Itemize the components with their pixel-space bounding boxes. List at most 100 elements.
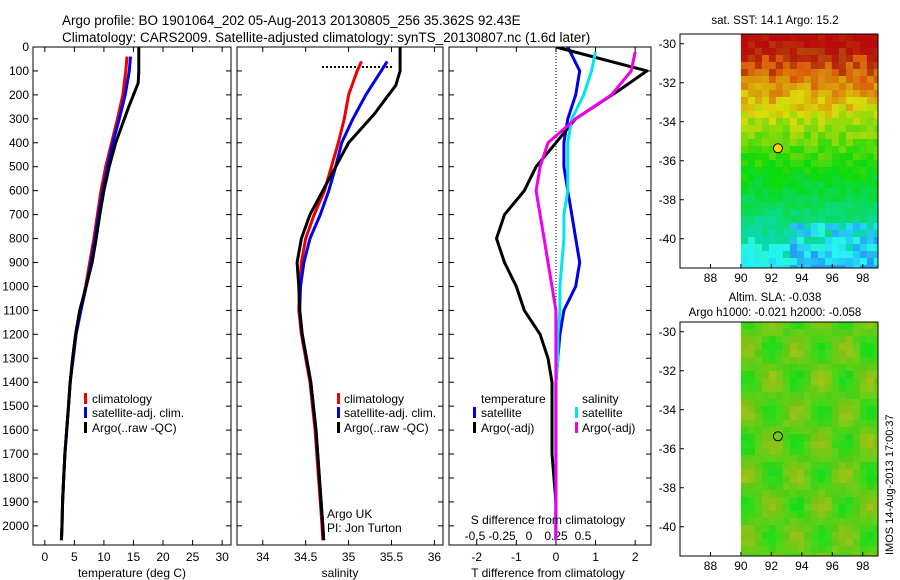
heatmap-cell — [810, 504, 819, 512]
heatmap-cell — [817, 378, 826, 386]
heatmap-cell — [775, 258, 784, 266]
heatmap-cell — [747, 532, 756, 540]
legend-swatch-temp-satellite — [473, 407, 476, 418]
heatmap-cell — [782, 167, 791, 175]
heatmap-cell — [761, 329, 770, 337]
heatmap-cell — [817, 265, 826, 269]
heatmap-cell — [824, 483, 833, 491]
heatmap-cell — [782, 48, 791, 56]
heatmap-cell — [859, 364, 868, 372]
heatmap-cell — [817, 427, 826, 435]
sla-map-axes: 88 90 92 94 96 98 -30 -32 -34 -36 -38 -40 — [659, 325, 870, 573]
heatmap-cell — [838, 455, 847, 463]
x-tick-label: 98 — [856, 271, 870, 285]
heatmap-cell — [768, 329, 777, 337]
heatmap-cell — [761, 181, 770, 189]
heatmap-cell — [740, 336, 749, 344]
heatmap-cell — [754, 69, 763, 77]
heatmap-cell — [831, 223, 840, 231]
heatmap-cell — [761, 476, 770, 484]
heatmap-cell — [866, 490, 875, 498]
heatmap-cell — [775, 209, 784, 217]
y-tick-label: -30 — [659, 325, 677, 339]
heatmap-cell — [747, 336, 756, 344]
heatmap-cell — [747, 41, 756, 49]
heatmap-cell — [789, 329, 798, 337]
heatmap-cell — [824, 104, 833, 112]
heatmap-cell — [768, 202, 777, 210]
heatmap-cell — [873, 420, 879, 428]
heatmap-cell — [789, 385, 798, 393]
heatmap-cell — [824, 539, 833, 547]
heatmap-cell — [761, 385, 770, 393]
heatmap-cell — [761, 336, 770, 344]
heatmap-cell — [838, 69, 847, 77]
y-tick-label: 1200 — [2, 327, 29, 341]
heatmap-cell — [775, 34, 784, 42]
heatmap-cell — [824, 525, 833, 533]
heatmap-cell — [866, 132, 875, 140]
heatmap-cell — [810, 511, 819, 519]
y-tick-label: 300 — [9, 112, 29, 126]
heatmap-cell — [740, 83, 749, 91]
heatmap-cell — [852, 62, 861, 70]
y-tick-label: -34 — [659, 115, 677, 129]
heatmap-cell — [824, 357, 833, 365]
heatmap-cell — [754, 518, 763, 526]
heatmap-cell — [789, 62, 798, 70]
heatmap-cell — [761, 111, 770, 119]
x-tick-label: 90 — [734, 559, 748, 573]
heatmap-cell — [810, 378, 819, 386]
heatmap-cell — [852, 90, 861, 98]
heatmap-cell — [831, 132, 840, 140]
heatmap-cell — [824, 48, 833, 56]
heatmap-cell — [852, 167, 861, 175]
heatmap-cell — [838, 343, 847, 351]
heatmap-cell — [768, 195, 777, 203]
heatmap-cell — [796, 209, 805, 217]
heatmap-cell — [845, 546, 854, 554]
heatmap-cell — [838, 209, 847, 217]
heatmap-cell — [761, 392, 770, 400]
heatmap-cell — [740, 97, 749, 105]
heatmap-cell — [782, 188, 791, 196]
heatmap-cell — [831, 83, 840, 91]
heatmap-cell — [866, 195, 875, 203]
heatmap-cell — [845, 62, 854, 70]
heatmap-cell — [761, 399, 770, 407]
heatmap-cell — [782, 427, 791, 435]
heatmap-cell — [768, 322, 777, 330]
heatmap-cell — [838, 97, 847, 105]
heatmap-cell — [838, 244, 847, 252]
heatmap-cell — [740, 483, 749, 491]
heatmap-cell — [789, 48, 798, 56]
heatmap-cell — [740, 329, 749, 337]
heatmap-cell — [859, 125, 868, 133]
heatmap-cell — [796, 230, 805, 238]
heatmap-cell — [852, 448, 861, 456]
heatmap-cell — [761, 265, 770, 269]
heatmap-cell — [803, 188, 812, 196]
heatmap-cell — [810, 104, 819, 112]
heatmap-cell — [817, 462, 826, 470]
heatmap-cell — [761, 553, 770, 557]
heatmap-cell — [859, 378, 868, 386]
heatmap-cell — [866, 265, 875, 269]
heatmap-cell — [740, 244, 749, 252]
heatmap-cell — [845, 385, 854, 393]
heatmap-cell — [789, 244, 798, 252]
heatmap-cell — [817, 392, 826, 400]
heatmap-cell — [782, 371, 791, 379]
heatmap-cell — [789, 420, 798, 428]
heatmap-cell — [740, 546, 749, 554]
heatmap-cell — [782, 237, 791, 245]
y-tick-label: 700 — [9, 208, 29, 222]
heatmap-cell — [747, 237, 756, 245]
heatmap-cell — [796, 406, 805, 414]
heatmap-cell — [754, 132, 763, 140]
heatmap-cell — [824, 167, 833, 175]
heatmap-cell — [740, 490, 749, 498]
heatmap-cell — [838, 441, 847, 449]
heatmap-cell — [831, 167, 840, 175]
heatmap-cell — [775, 230, 784, 238]
